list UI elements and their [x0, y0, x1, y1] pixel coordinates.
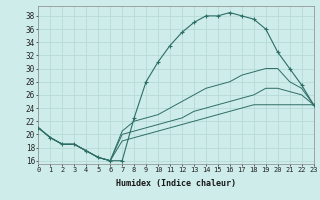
- X-axis label: Humidex (Indice chaleur): Humidex (Indice chaleur): [116, 179, 236, 188]
